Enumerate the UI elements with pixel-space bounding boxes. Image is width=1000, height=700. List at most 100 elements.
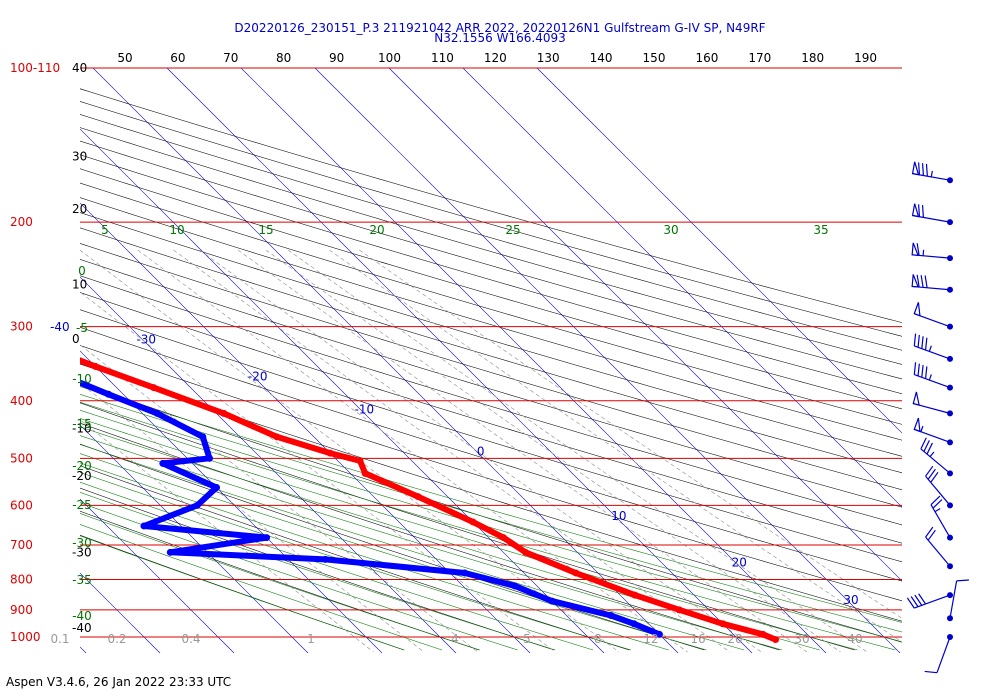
mixing-ratio-line — [287, 249, 868, 653]
left-axis-label: 0 — [72, 332, 80, 346]
dewpoint-profile-point — [21, 352, 28, 359]
wind-barb — [947, 579, 969, 622]
moist-left-label: -20 — [72, 459, 92, 473]
dewpoint-profile-point — [159, 459, 167, 467]
temperature-profile-point — [356, 457, 364, 465]
dry-adiabat-line — [80, 101, 902, 337]
moist-adiabat-label: 10 — [169, 223, 184, 237]
left-axis-label: -10 — [72, 421, 92, 435]
mixing-ratio-line — [359, 249, 902, 619]
mixing-ratio-label: 20 — [727, 632, 742, 646]
wind-barb — [913, 333, 953, 362]
wind-barb — [920, 437, 953, 477]
temperature-profile-point — [32, 340, 39, 347]
wind-barb — [913, 417, 953, 446]
dewpoint-profile-point — [140, 522, 148, 530]
top-axis-label: 70 — [223, 51, 238, 65]
temperature-profile-point — [469, 518, 477, 526]
footer-version-text: Aspen V3.4.6, 26 Jan 2022 23:33 UTC — [6, 675, 232, 689]
pressure-label: 600 — [10, 498, 33, 512]
wind-barb — [911, 242, 953, 262]
left-axis-label: 20 — [72, 202, 87, 216]
temperature-profile-point — [675, 606, 683, 614]
dewpoint-profile-point — [263, 534, 271, 542]
temperature-profile-point — [91, 362, 99, 370]
dry-adiabat-line — [80, 154, 902, 395]
moist-adiabat-line — [80, 386, 902, 623]
isotherm-label: -40 — [50, 320, 70, 334]
mixing-ratio-line — [80, 249, 620, 653]
isotherm-line — [80, 276, 457, 653]
isotherm-label: 0 — [477, 445, 485, 459]
wind-barb — [925, 526, 953, 570]
dry-adiabat-line — [80, 363, 902, 622]
mixing-ratio-label: 1 — [307, 632, 315, 646]
isotherm-line — [536, 68, 902, 434]
isotherm-label: -10 — [355, 402, 375, 416]
top-axis-label: 150 — [643, 51, 666, 65]
isotherm-line — [388, 68, 902, 582]
top-axis-label: 130 — [537, 51, 560, 65]
top-axis-label: 50 — [117, 51, 132, 65]
dewpoint-profile-point — [104, 390, 112, 398]
left-axis-label: 30 — [72, 149, 87, 163]
dewpoint-profile-point — [548, 597, 556, 605]
moist-adiabat-line — [80, 524, 443, 651]
mixing-ratio-label: 5 — [523, 632, 531, 646]
dry-adiabat-line — [80, 534, 405, 651]
isotherm-line — [80, 202, 531, 653]
moist-adiabat-line — [80, 444, 745, 651]
top-axis-label: 90 — [329, 51, 344, 65]
temperature-profile-point — [414, 493, 422, 501]
moist-adiabat-line — [80, 418, 858, 651]
left-axis-label: 40 — [72, 61, 87, 75]
dry-adiabat-line — [80, 422, 780, 651]
moist-adiabat-line — [80, 492, 556, 651]
moist-adiabat-line — [80, 435, 783, 651]
dry-adiabat-line — [80, 182, 902, 425]
dry-adiabat-line — [80, 114, 902, 351]
moist-adiabat-label: 20 — [369, 223, 384, 237]
wind-barb — [912, 391, 953, 417]
mixing-ratio-line — [199, 249, 762, 653]
pressure-label: 500 — [10, 451, 33, 465]
mixing-ratio-line — [137, 249, 688, 653]
left-axis-label: -20 — [72, 469, 92, 483]
mixing-ratio-label: 0.4 — [181, 632, 200, 646]
isotherm-label: 30 — [843, 593, 858, 607]
mixing-ratio-label: 8 — [594, 632, 602, 646]
top-axis-label: 190 — [854, 51, 877, 65]
wind-barb — [913, 362, 953, 391]
dry-adiabat-line — [80, 227, 902, 474]
dry-adiabat-line — [80, 259, 902, 508]
dry-adiabat-line — [80, 212, 902, 457]
moist-left-label: -30 — [72, 536, 92, 550]
pressure-label: 700 — [10, 538, 33, 552]
top-axis-label: 120 — [484, 51, 507, 65]
dry-adiabat-line — [80, 127, 902, 365]
top-axis-label: 180 — [801, 51, 824, 65]
isotherm-line — [314, 68, 901, 653]
moist-adiabat-line — [80, 462, 669, 651]
mixing-ratio-label: 30 — [794, 632, 809, 646]
moist-adiabat-line — [80, 393, 902, 633]
top-axis-label: 80 — [276, 51, 291, 65]
moist-adiabat-line — [80, 409, 896, 651]
temperature-profile — [80, 357, 779, 643]
temperature-profile-point — [631, 591, 639, 599]
temperature-profile-point — [220, 409, 228, 417]
mixing-ratio-line — [80, 344, 479, 653]
dewpoint-profile-point — [0, 340, 2, 347]
mixing-ratio-label: 4 — [451, 632, 459, 646]
dewpoint-profile-point — [655, 630, 663, 638]
mixing-ratio-line — [80, 291, 556, 653]
dry-adiabat-line — [80, 168, 902, 410]
mixing-ratio-label: 40 — [847, 632, 862, 646]
mixing-ratio-label: 0.1 — [50, 632, 69, 646]
moist-left-label: -5 — [76, 321, 88, 335]
wind-barb — [924, 634, 953, 674]
moist-adiabat-line — [80, 401, 902, 643]
temperature-profile-point — [522, 548, 530, 556]
pressure-label: 900 — [10, 603, 33, 617]
